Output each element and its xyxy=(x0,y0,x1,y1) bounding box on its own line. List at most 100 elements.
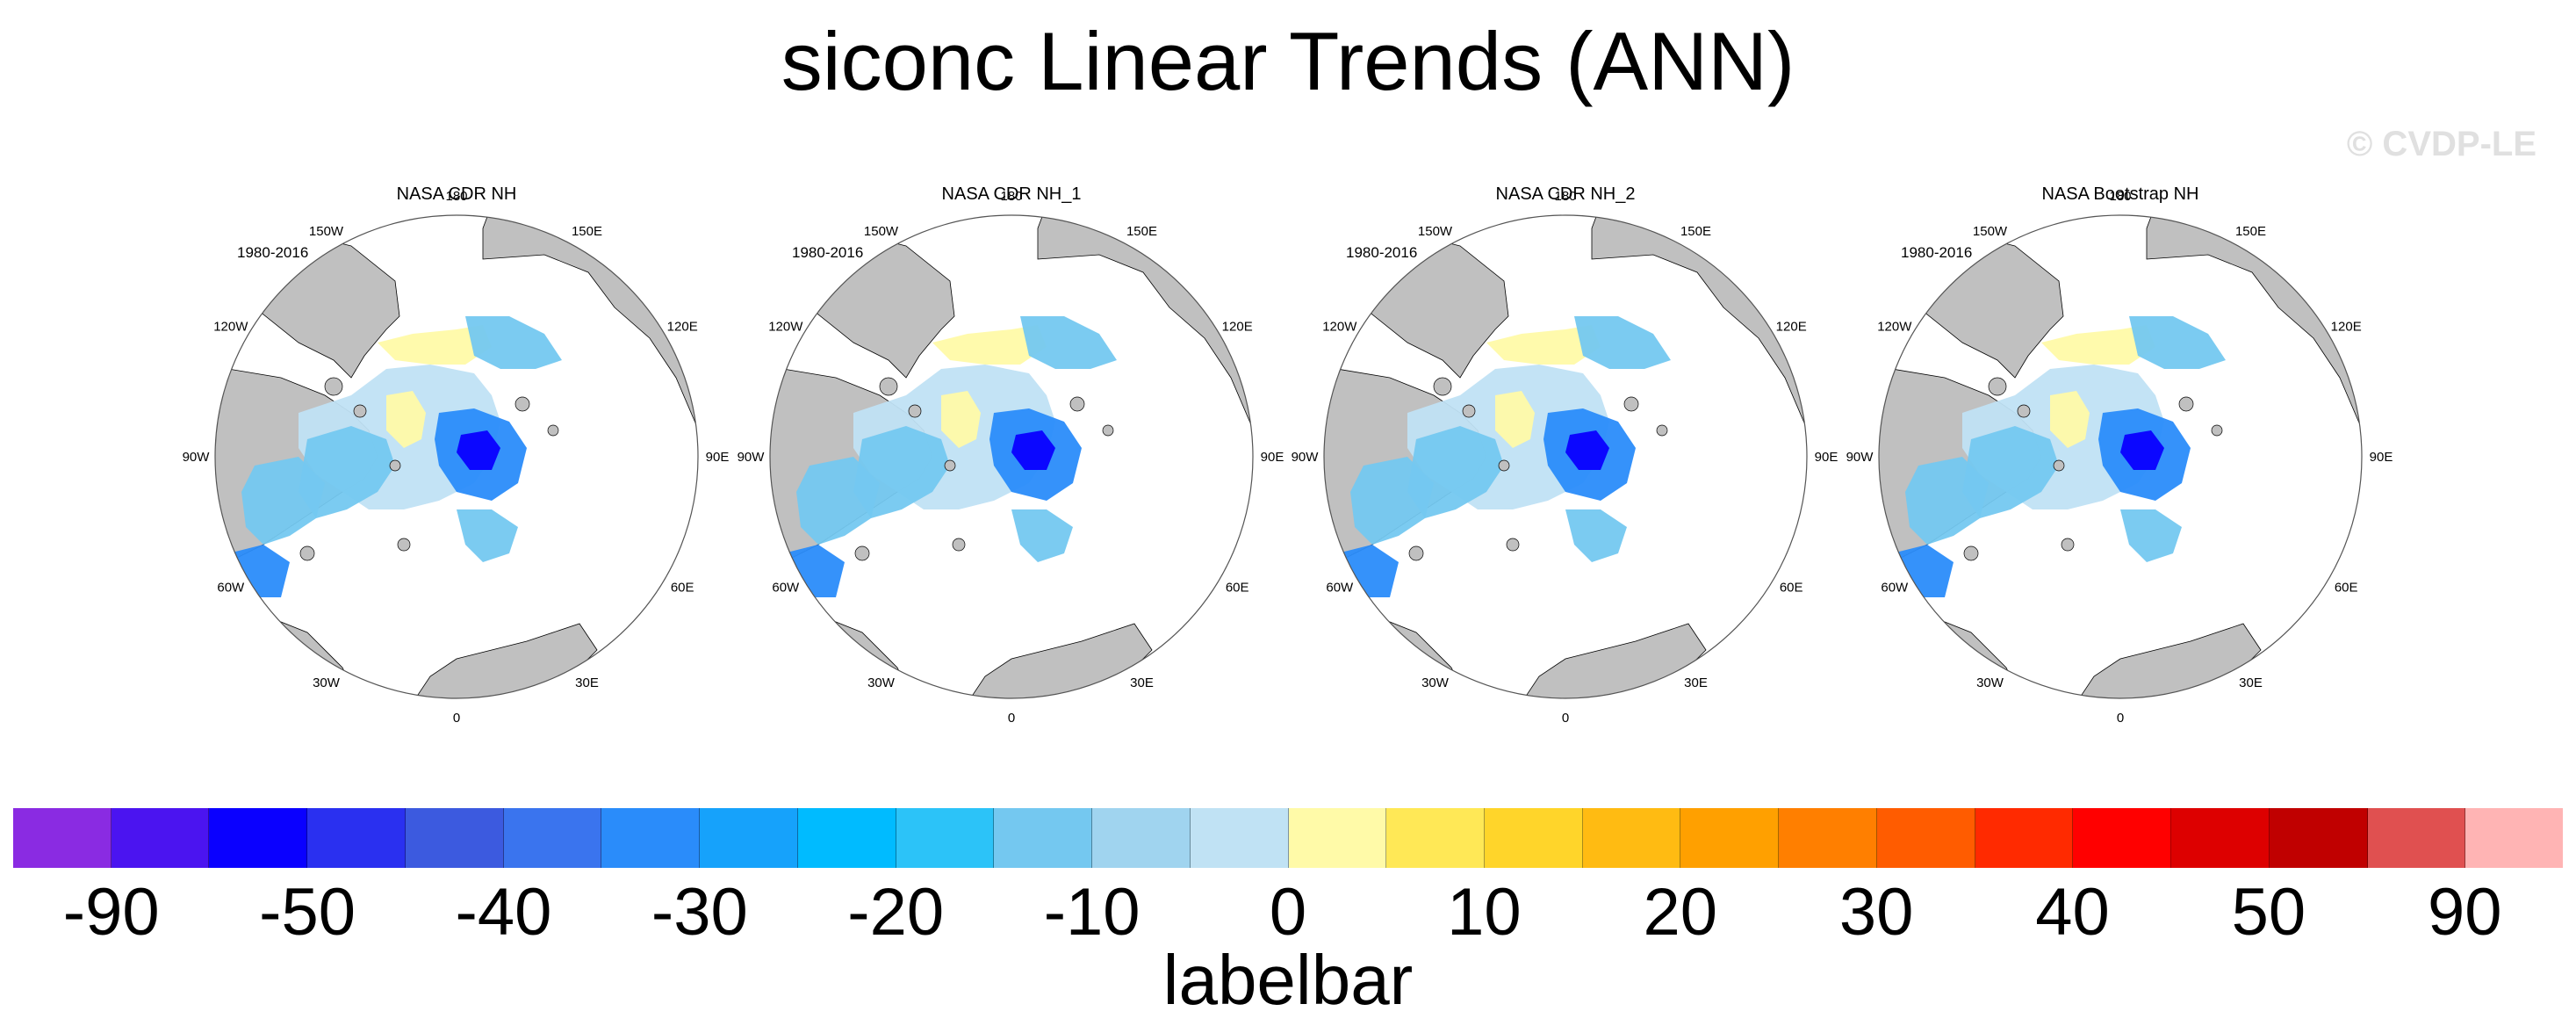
longitude-label: 90W xyxy=(738,450,766,465)
labelbar-cell xyxy=(503,808,602,868)
land-mass xyxy=(949,623,1153,698)
longitude-label: 30E xyxy=(1130,675,1154,690)
island xyxy=(1963,545,1979,561)
panel-title: NASA CDR NH_2 xyxy=(1495,184,1636,204)
watermark: © CVDP-LE xyxy=(2346,125,2536,163)
labelbar-cell xyxy=(1582,808,1681,868)
laptev-ice-trend xyxy=(465,316,562,369)
labelbar-cell xyxy=(209,808,308,868)
positive-trend-region xyxy=(941,391,981,448)
beaufort-ice-trend xyxy=(1407,426,1504,518)
labelbar-tick-label: -50 xyxy=(259,875,356,950)
labelbar-cell xyxy=(1386,808,1486,868)
island xyxy=(353,404,367,418)
color-labelbar xyxy=(13,808,2564,868)
map-content xyxy=(1324,215,1807,698)
labelbar-cell xyxy=(1092,808,1191,868)
labelbar-tick-label: -90 xyxy=(62,875,160,950)
island xyxy=(944,459,956,472)
labelbar-tick-label: -20 xyxy=(847,875,945,950)
land-mass xyxy=(394,623,598,698)
map-panel-1: NASA CDR NH 1980-2016 180 150E 120E 90E 60E 3… xyxy=(176,176,738,738)
labelbar-cell xyxy=(307,808,406,868)
labelbar-title: labelbar xyxy=(1162,941,1414,1019)
longitude-label: 90E xyxy=(706,450,730,465)
longitude-label: 150W xyxy=(1973,224,2008,239)
longitude-label: 150E xyxy=(2235,224,2266,239)
map-content xyxy=(1879,215,2362,698)
hudson-bay-ice-trend xyxy=(1350,457,1434,545)
labelbar-cell xyxy=(1975,808,2074,868)
hudson-bay-ice-trend xyxy=(796,457,880,545)
labelbar-cell xyxy=(2171,808,2270,868)
longitude-label: 0 xyxy=(1008,711,1015,726)
labelbar-tick-label: 90 xyxy=(2428,875,2502,950)
longitude-label: 30W xyxy=(1421,675,1450,690)
longitude-label: 60E xyxy=(1780,581,1803,596)
positive-trend-region xyxy=(1495,391,1535,448)
labelbar-cell xyxy=(2073,808,2172,868)
island xyxy=(324,377,343,396)
island xyxy=(2017,404,2031,418)
island xyxy=(1656,424,1668,437)
laptev-ice-trend xyxy=(2129,316,2226,369)
longitude-label: 90E xyxy=(1261,450,1284,465)
longitude-label: 120E xyxy=(667,320,698,335)
longitude-label: 60W xyxy=(772,581,800,596)
longitude-label: 90W xyxy=(183,450,211,465)
labelbar-tick-label: 50 xyxy=(2231,875,2306,950)
island xyxy=(547,424,559,437)
map-content xyxy=(770,215,1253,698)
labelbar-tick-label: -30 xyxy=(651,875,748,950)
beaufort-ice-trend xyxy=(853,426,950,518)
island xyxy=(514,396,530,412)
longitude-label: 60W xyxy=(1326,581,1354,596)
island xyxy=(1102,424,1114,437)
map-panel-4: NASA Bootstrap NH 1980-2016 180 150E 120E 9… xyxy=(1839,176,2401,738)
longitude-label: 150E xyxy=(1126,224,1157,239)
longitude-label: 30W xyxy=(1976,675,2004,690)
labelbar-cell xyxy=(896,808,995,868)
period-label: 1980-2016 xyxy=(237,244,309,261)
island xyxy=(1498,459,1510,472)
longitude-label: 30E xyxy=(1684,675,1708,690)
barents-strong-decline xyxy=(2120,430,2164,470)
kara-ice-trend xyxy=(1011,509,1073,562)
panel-title: NASA Bootstrap NH xyxy=(2041,184,2199,204)
labelbar-cell xyxy=(1680,808,1780,868)
barents-strong-decline xyxy=(1011,430,1055,470)
longitude-label: 150W xyxy=(864,224,899,239)
labelbar-cell xyxy=(2465,808,2564,868)
polar-map: 180 150E 120E 90E 60E 30E 0 30W 60W 90W 120W 150W xyxy=(183,189,730,726)
island xyxy=(1988,377,2007,396)
map-boundary xyxy=(214,214,699,699)
labelbar-cell xyxy=(1779,808,1877,868)
longitude-label: 60E xyxy=(671,581,694,596)
period-label: 1980-2016 xyxy=(1346,244,1418,261)
period-label: 1980-2016 xyxy=(792,244,864,261)
hudson-bay-ice-trend xyxy=(241,457,325,545)
island xyxy=(854,545,870,561)
labelbar-cell xyxy=(2367,808,2466,868)
labelbar-cell xyxy=(1288,808,1387,868)
polar-map: 180 150E 120E 90E 60E 30E 0 30W 60W 90W 120W 150W xyxy=(1292,189,1838,726)
longitude-label: 180 xyxy=(1000,189,1022,204)
land-mass xyxy=(1503,623,1707,698)
labelbar-cell xyxy=(1485,808,1583,868)
hudson-bay-ice-trend xyxy=(1905,457,1989,545)
longitude-label: 60E xyxy=(1226,581,1249,596)
labelbar-tick-label: -10 xyxy=(1043,875,1140,950)
page-title: siconc Linear Trends (ANN) xyxy=(781,15,1795,107)
map-boundary xyxy=(769,214,1254,699)
island xyxy=(397,538,411,552)
longitude-label: 90E xyxy=(2370,450,2393,465)
longitude-label: 60W xyxy=(217,581,245,596)
island xyxy=(879,377,898,396)
longitude-label: 120W xyxy=(213,320,248,335)
longitude-label: 120E xyxy=(1222,320,1253,335)
labelbar-tick-label: 0 xyxy=(1269,875,1307,950)
positive-trend-region xyxy=(2041,325,2155,365)
labelbar-cell xyxy=(797,808,896,868)
longitude-label: 120E xyxy=(2331,320,2362,335)
kara-ice-trend xyxy=(2120,509,2182,562)
